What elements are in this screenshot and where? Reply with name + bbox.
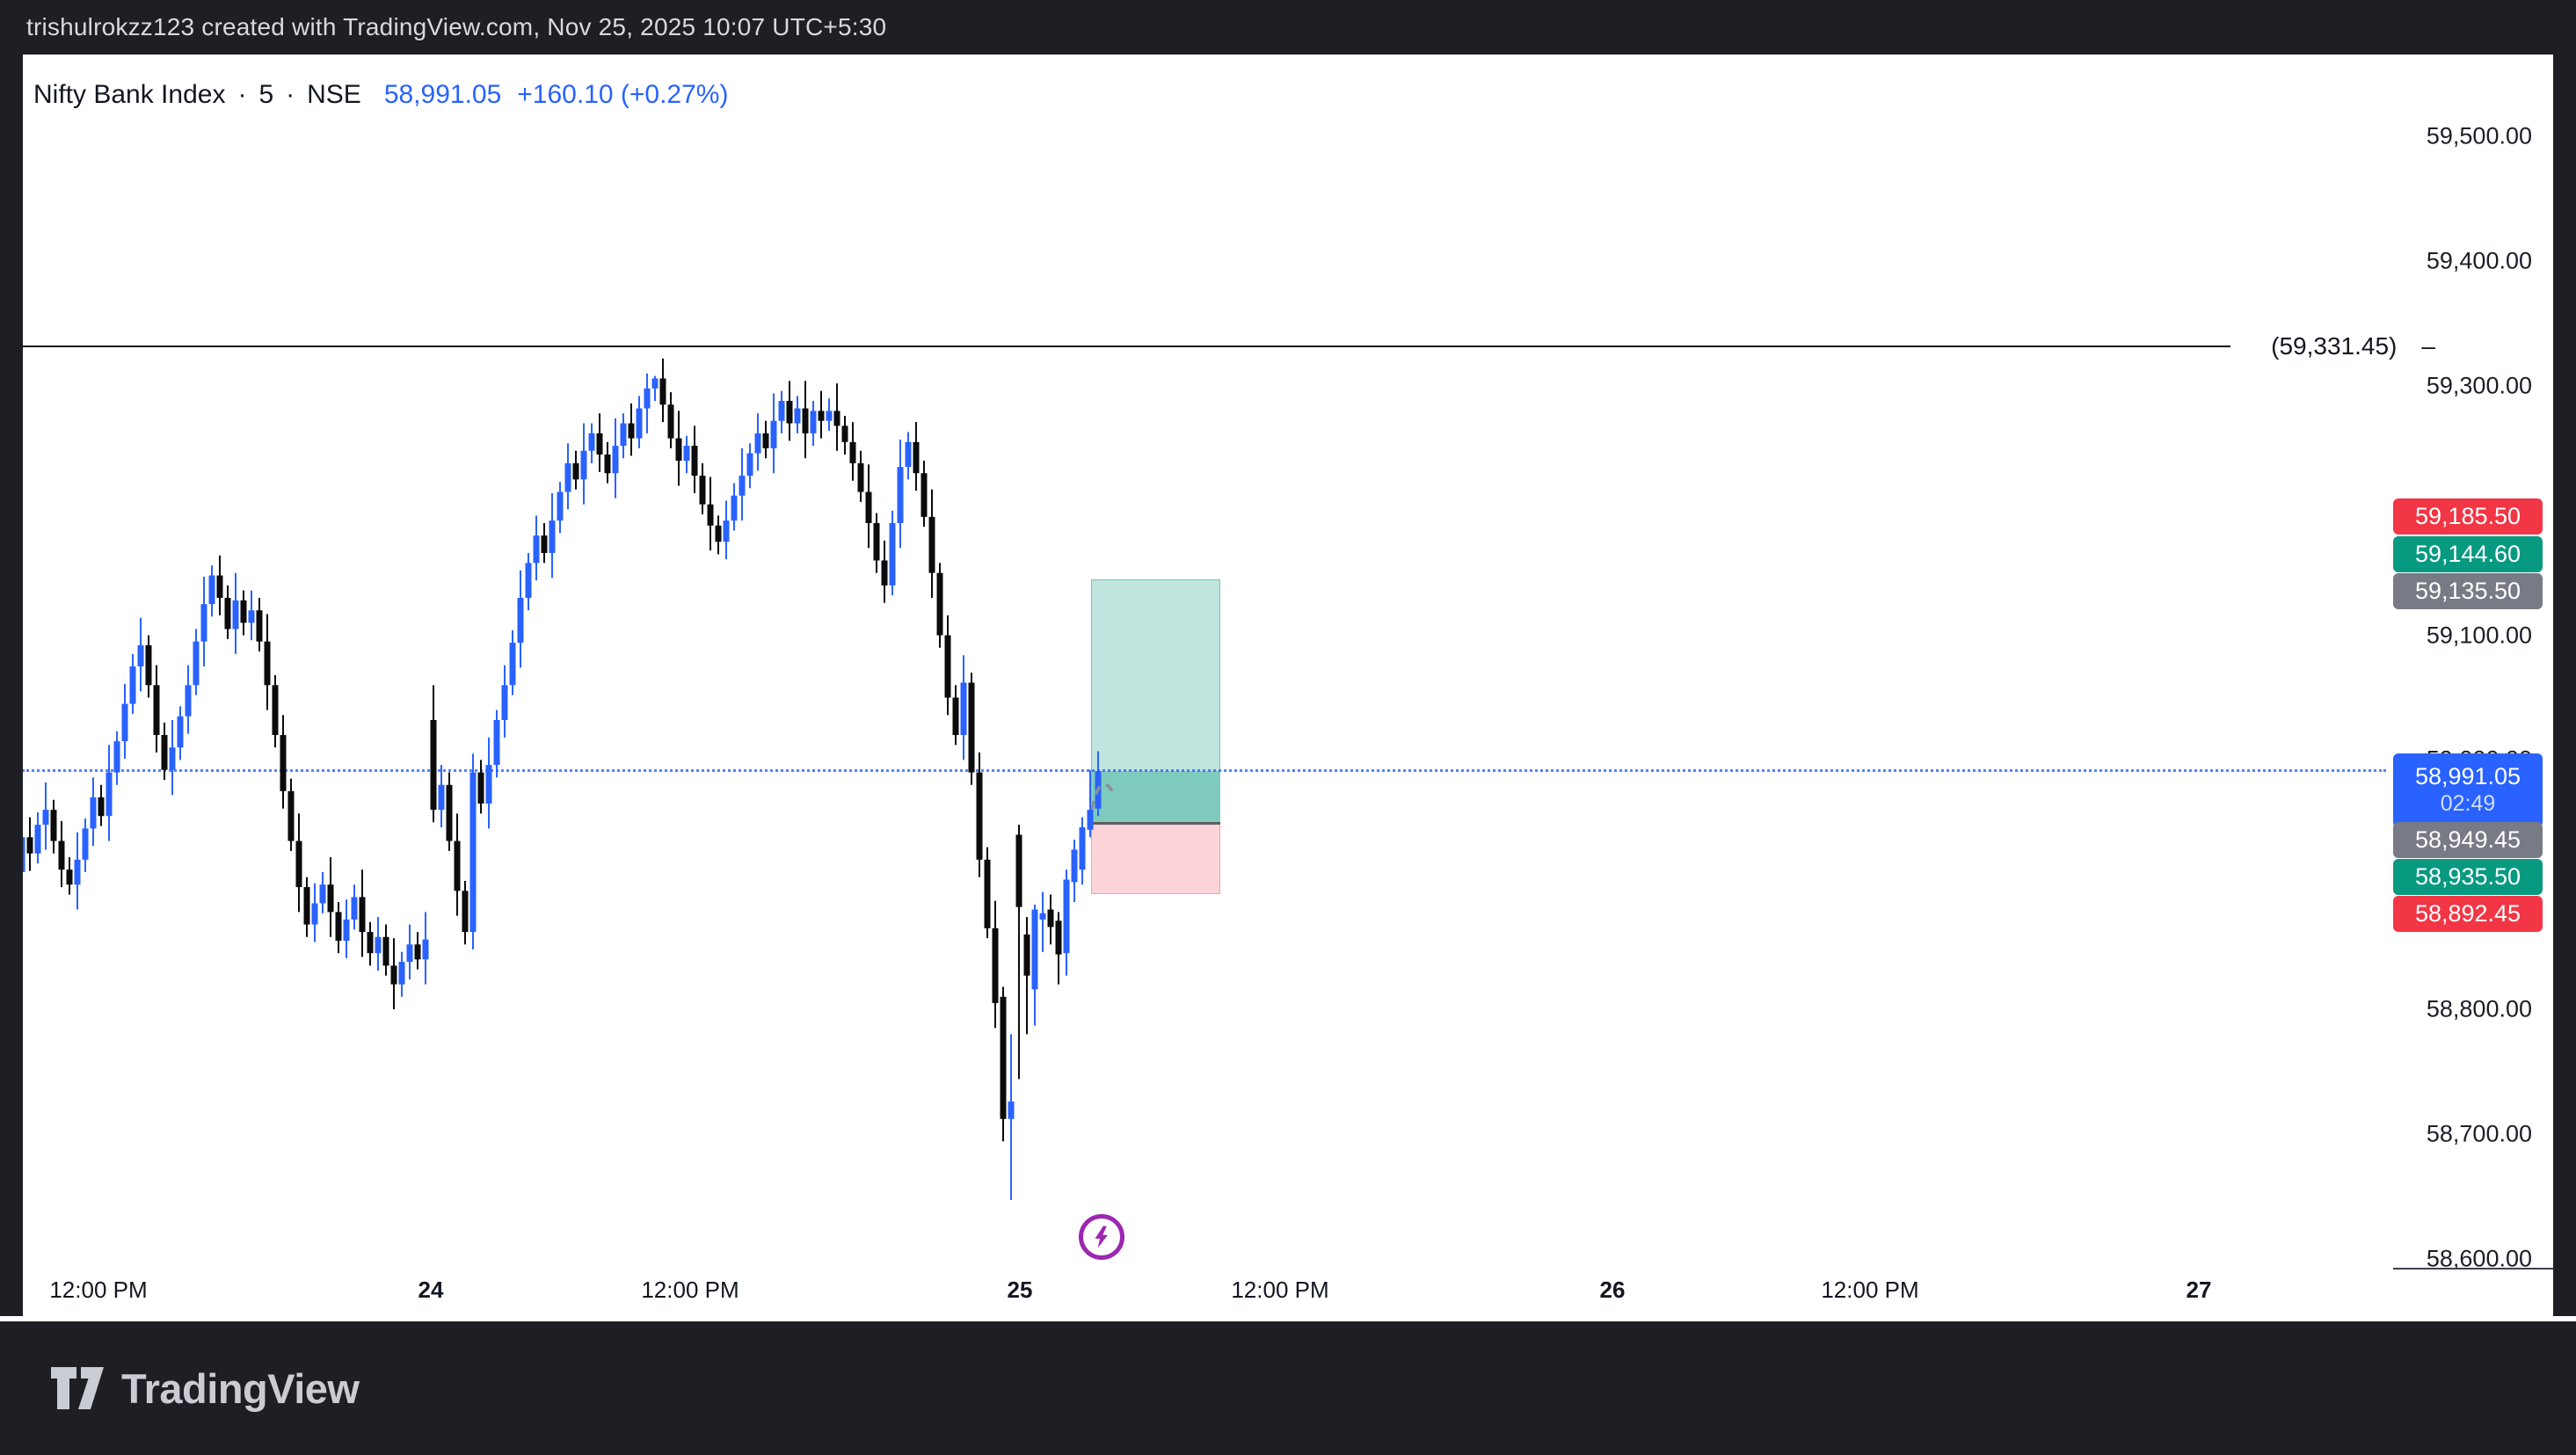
tradingview-logo-icon [51,1367,104,1409]
price-tick-5860000: 58,600.00 [2426,1245,2532,1272]
last-price: 58,991.05 [383,80,502,109]
symbol-exchange: NSE [307,80,361,109]
short-entry-label: 59,135.50 [2393,573,2543,609]
tradingview-logo-text: TradingView [121,1364,360,1412]
current-price-line [22,769,2386,772]
time-tick-27: 27 [2186,1277,2212,1303]
time-tick-1200pm: 12:00 PM [1231,1277,1329,1303]
long-target-label: 59,144.60 [2393,536,2543,572]
price-change: +160.10 (+0.27%) [517,80,729,109]
price-tick-5940000: 59,400.00 [2426,247,2532,274]
price-tick-5930000: 59,300.00 [2426,372,2532,399]
price-tick-5880000: 58,800.00 [2426,995,2532,1022]
time-tick-1200pm: 12:00 PM [49,1277,148,1303]
long-position-entry-line[interactable] [1091,822,1220,825]
long-stoploss-label: 58,892.45 [2393,896,2543,932]
attribution-text: trishulrokzz123 created with TradingView… [26,13,887,40]
short-target-label: 58,935.50 [2393,859,2543,895]
separator: · [237,80,247,109]
footer: TradingView [0,1321,2576,1455]
symbol-name: Nifty Bank Index [33,80,226,109]
time-tick-25: 25 [1007,1277,1033,1303]
long-position-stop-zone[interactable] [1091,825,1220,894]
price-tick-5910000: 59,100.00 [2426,622,2532,649]
long-entry-label: 58,949.45 [2393,822,2543,858]
price-level-line[interactable] [22,346,2230,347]
drawn-arc-annotation[interactable] [1090,782,1116,811]
price-level-label: (59,331.45) – [2271,332,2435,360]
attribution-bar: trishulrokzz123 created with TradingView… [0,0,2576,55]
price-tick-5870000: 58,700.00 [2426,1120,2532,1147]
price-scale-bottom-border [2393,1268,2554,1269]
frame-left-edge [0,55,23,1316]
current-price-label: 58,991.05 02:49 [2393,753,2543,827]
time-tick-1200pm: 12:00 PM [641,1277,739,1303]
time-tick-26: 26 [1599,1277,1626,1303]
symbol-interval: 5 [258,80,274,109]
separator: · [286,80,295,109]
short-stoploss-label: 59,185.50 [2393,498,2543,535]
price-tick-5950000: 59,500.00 [2426,122,2532,149]
lightning-icon [1095,1226,1108,1248]
time-tick-24: 24 [418,1277,444,1303]
long-position-profit-zone[interactable] [1091,579,1220,771]
frame-right-edge [2553,55,2576,1316]
lightning-marker-button[interactable] [1079,1214,1124,1260]
time-tick-1200pm: 12:00 PM [1821,1277,1919,1303]
symbol-header: Nifty Bank Index · 5 · NSE 58,991.05 +16… [33,76,728,114]
long-position-realized-zone[interactable] [1091,771,1220,822]
